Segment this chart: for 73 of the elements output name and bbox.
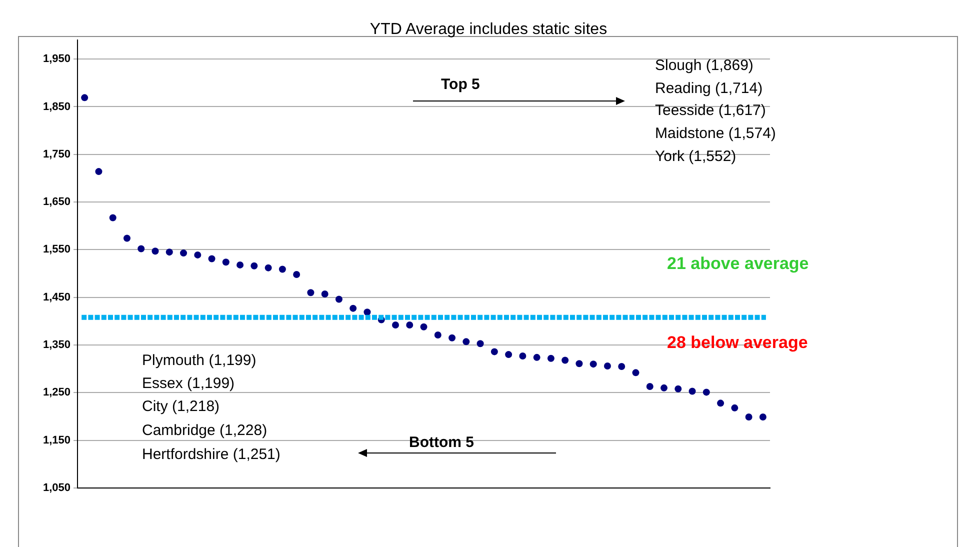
point — [745, 413, 752, 420]
y-tick-label: 1,850 — [42, 100, 71, 113]
annotation: Top 5 — [441, 76, 480, 93]
point — [576, 360, 583, 368]
annotation: Teesside (1,617) — [655, 102, 766, 119]
point — [81, 94, 88, 102]
point — [264, 264, 272, 272]
point — [95, 168, 102, 176]
point — [420, 323, 428, 330]
point — [674, 385, 682, 392]
point — [166, 248, 173, 256]
point — [350, 304, 357, 312]
y-tick-label: 1,350 — [42, 339, 71, 352]
annotation: 21 above average — [667, 254, 809, 274]
y-tick-label: 1,250 — [42, 386, 71, 399]
point — [293, 270, 300, 278]
point — [505, 351, 512, 358]
point — [519, 352, 526, 360]
y-tick-label: 1,450 — [42, 291, 71, 304]
point — [138, 245, 145, 252]
point — [660, 384, 668, 392]
annotation: Cambridge (1,228) — [142, 422, 268, 439]
point — [731, 404, 738, 412]
y-tick-label: 1,950 — [42, 53, 71, 66]
annotation: Slough (1,869) — [655, 57, 754, 74]
point — [364, 308, 371, 316]
y-tick-label: 1,750 — [42, 148, 71, 160]
point — [448, 334, 456, 342]
point — [406, 322, 414, 329]
point — [109, 214, 116, 222]
point — [208, 255, 216, 262]
y-tick-label: 1,550 — [42, 244, 71, 256]
point — [335, 296, 342, 303]
point — [152, 248, 159, 255]
point — [533, 354, 540, 361]
point — [250, 262, 258, 270]
point — [646, 382, 654, 390]
point — [702, 388, 710, 396]
point — [604, 362, 611, 370]
point — [547, 354, 554, 362]
y-tick-label: 1,650 — [42, 196, 71, 208]
point — [632, 369, 640, 376]
point — [392, 322, 399, 329]
point — [123, 234, 130, 242]
annotation: Plymouth (1,199) — [142, 352, 256, 369]
point — [222, 258, 230, 266]
annotation: Essex (1,199) — [142, 375, 235, 392]
annotation: City (1,218) — [142, 398, 220, 415]
point — [688, 388, 696, 395]
y-tick-label: 1,150 — [42, 434, 71, 446]
point — [278, 266, 286, 273]
point — [490, 348, 498, 356]
point — [434, 332, 442, 339]
point — [180, 250, 188, 257]
point — [476, 340, 484, 348]
point — [321, 290, 328, 298]
annotation: 28 below average — [667, 333, 808, 353]
chart-title: YTD Average includes static sites — [368, 21, 608, 39]
point — [194, 251, 202, 258]
point — [618, 362, 626, 370]
point — [562, 356, 569, 364]
point — [759, 413, 766, 420]
y-tick-label: 1,050 — [42, 482, 71, 494]
point — [590, 360, 597, 368]
point — [236, 261, 244, 268]
annotation: Reading (1,714) — [655, 80, 763, 97]
point — [462, 338, 470, 346]
annotation: York (1,552) — [655, 148, 736, 165]
annotation: Maidstone (1,574) — [655, 125, 776, 142]
annotation: Bottom 5 — [409, 434, 474, 451]
point — [717, 400, 724, 407]
point — [307, 289, 314, 296]
annotation: Hertfordshire (1,251) — [142, 446, 280, 463]
